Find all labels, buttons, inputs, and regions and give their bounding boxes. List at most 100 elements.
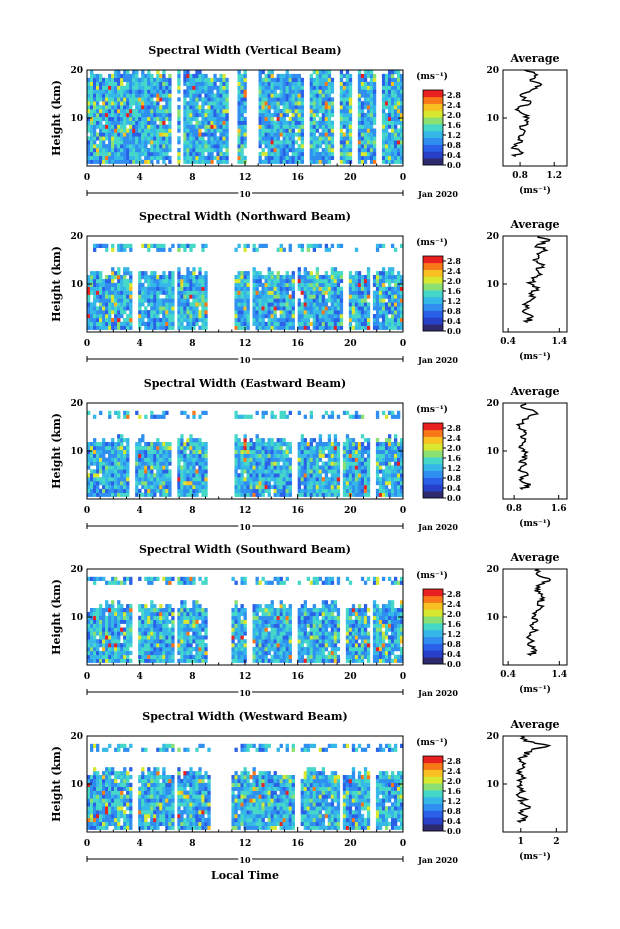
heatmap-cell xyxy=(99,627,103,632)
heatmap-cell xyxy=(183,310,187,315)
heatmap-cell xyxy=(309,243,314,248)
heatmap-cell xyxy=(396,414,401,419)
heatmap-cell xyxy=(270,132,274,137)
heatmap-cell xyxy=(321,97,326,102)
heatmap-cell xyxy=(363,314,368,319)
heatmap-cell xyxy=(153,294,157,299)
heatmap-cell xyxy=(315,461,320,466)
heatmap-cell xyxy=(141,473,145,478)
heatmap-cell xyxy=(222,144,226,149)
heatmap-cell xyxy=(282,492,286,497)
heatmap-cell xyxy=(171,294,175,299)
heatmap-cell xyxy=(111,473,115,478)
heatmap-cell xyxy=(99,128,103,133)
profile-x-tick-label: 1.4 xyxy=(551,337,567,347)
heatmap-cell xyxy=(381,243,386,248)
heatmap-cell xyxy=(246,298,250,303)
heatmap-cell xyxy=(282,465,286,470)
heatmap-cell xyxy=(315,140,320,145)
heatmap-cell xyxy=(90,159,94,164)
heatmap-cell xyxy=(291,112,295,118)
heatmap-cell xyxy=(153,306,157,311)
heatmap-cell xyxy=(138,275,142,280)
heatmap-cell xyxy=(108,109,112,114)
heatmap-cell xyxy=(387,81,392,86)
heatmap-cell xyxy=(123,243,127,248)
heatmap-cell xyxy=(201,445,205,451)
heatmap-cell xyxy=(318,275,323,280)
heatmap-cell xyxy=(111,438,115,443)
heatmap-cell xyxy=(198,484,202,490)
heatmap-cell xyxy=(138,155,142,160)
heatmap-cell xyxy=(273,492,277,497)
heatmap-cell xyxy=(345,116,350,121)
heatmap-cell xyxy=(150,488,154,493)
heatmap-cell xyxy=(126,484,130,490)
heatmap-cell xyxy=(132,70,136,75)
heatmap-cell xyxy=(114,290,118,295)
heatmap-cell xyxy=(312,81,317,86)
heatmap-cell xyxy=(387,453,392,458)
heatmap-cell xyxy=(273,457,277,462)
heatmap-cell xyxy=(186,298,190,303)
heatmap-cell xyxy=(201,275,205,280)
heatmap-cell xyxy=(144,414,148,419)
colorbar-swatch xyxy=(423,429,443,437)
heatmap-cell xyxy=(315,314,320,319)
heatmap-cell xyxy=(270,310,274,315)
heatmap-cell xyxy=(348,449,353,454)
heatmap-cell xyxy=(243,116,247,121)
heatmap-cell xyxy=(129,116,133,121)
heatmap-cell xyxy=(267,484,271,490)
heatmap-cell xyxy=(201,294,205,299)
heatmap-cell xyxy=(177,267,181,272)
heatmap-cell xyxy=(273,105,277,110)
heatmap-cell xyxy=(159,477,163,482)
heatmap-cell xyxy=(150,457,154,462)
heatmap-cell xyxy=(357,140,362,145)
heatmap-cell xyxy=(393,101,398,106)
heatmap-cell xyxy=(102,457,106,462)
heatmap-cell xyxy=(159,321,163,326)
heatmap-cell xyxy=(255,306,259,311)
heatmap-cell xyxy=(273,112,277,118)
heatmap-cell xyxy=(246,282,250,287)
heatmap-cell xyxy=(195,321,199,326)
heatmap-cell xyxy=(201,144,205,149)
heatmap-cell xyxy=(243,140,247,145)
heatmap-cell xyxy=(243,321,247,326)
heatmap-cell xyxy=(204,120,208,125)
heatmap-cell xyxy=(363,306,368,311)
heatmap-cell xyxy=(111,267,115,272)
profile-frame xyxy=(502,402,568,500)
heatmap-cell xyxy=(270,290,274,295)
heatmap-cell xyxy=(252,492,256,497)
heatmap-cell xyxy=(342,136,347,141)
heatmap-cell xyxy=(243,73,247,79)
heatmap-cell xyxy=(264,136,268,141)
heatmap-cell xyxy=(162,144,166,149)
heatmap-cell xyxy=(282,144,286,149)
heatmap-cell xyxy=(324,321,329,326)
heatmap-cell xyxy=(318,453,323,458)
heatmap-cell xyxy=(186,155,190,160)
heatmap-cell xyxy=(99,132,103,137)
heatmap-cell xyxy=(345,148,350,153)
heatmap-cell xyxy=(159,282,163,287)
heatmap-cell xyxy=(126,128,130,133)
heatmap-cell xyxy=(213,140,217,145)
heatmap-cell xyxy=(327,144,332,149)
heatmap-cell xyxy=(390,136,395,141)
heatmap-cell xyxy=(117,473,121,478)
colorbar-swatch xyxy=(423,130,443,139)
heatmap-cell xyxy=(330,469,335,474)
heatmap-cell xyxy=(372,317,377,323)
heatmap-cell xyxy=(180,442,184,447)
heatmap-cell xyxy=(348,298,353,303)
heatmap-cell xyxy=(351,302,356,307)
heatmap-cell xyxy=(123,282,127,287)
heatmap-cell xyxy=(114,275,118,280)
heatmap-cell xyxy=(225,159,229,164)
heatmap-cell xyxy=(366,492,371,497)
heatmap-cell xyxy=(153,128,157,133)
